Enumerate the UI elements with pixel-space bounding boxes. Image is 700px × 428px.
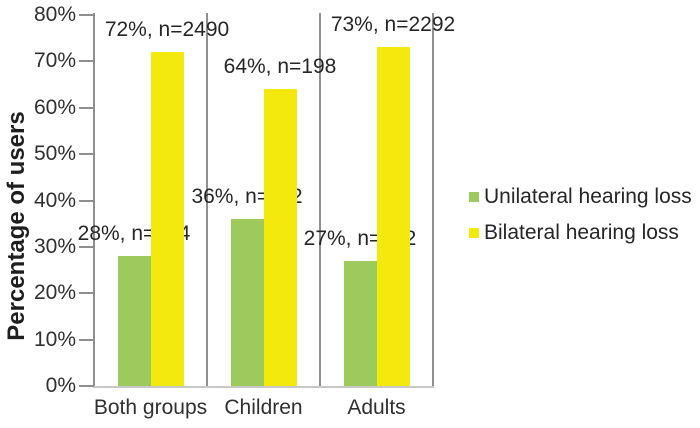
x-axis-category-label: Adults: [347, 396, 406, 419]
x-axis-line: [93, 386, 434, 388]
y-axis-tick-label: 20%: [33, 281, 76, 305]
bar-bilateral-adults: [376, 47, 410, 386]
plot-right-border: [432, 13, 434, 388]
y-axis-tick: [79, 106, 94, 109]
bar-data-label: 73%, n=2292: [330, 13, 456, 37]
x-axis-category-label: Children: [224, 396, 303, 419]
y-axis-tick: [79, 199, 94, 202]
y-axis-tick-label: 40%: [33, 188, 76, 212]
y-axis-tick-label: 30%: [33, 234, 76, 258]
y-axis-tick-label: 50%: [33, 142, 76, 166]
bar-bilateral-both-groups: [150, 52, 184, 386]
bar-data-label: 64%, n=198: [223, 55, 337, 79]
y-axis-tick: [79, 153, 94, 156]
category-separator-line: [319, 13, 321, 388]
bar-unilateral-adults: [343, 260, 377, 386]
y-axis-tick: [79, 60, 94, 63]
y-axis-tick-label: 70%: [33, 49, 76, 73]
y-axis-tick: [79, 385, 94, 387]
y-axis-tick: [79, 245, 94, 248]
category-separator-line: [206, 13, 208, 388]
legend-item: Bilateral hearing loss: [469, 221, 679, 245]
legend-item: Unilateral hearing loss: [469, 185, 692, 209]
y-axis-tick-label: 60%: [33, 95, 76, 119]
bar-unilateral-children: [230, 219, 264, 386]
legend-label: Bilateral hearing loss: [484, 221, 679, 244]
y-axis-tick: [79, 338, 94, 341]
bar-unilateral-both-groups: [117, 256, 151, 386]
bar-bilateral-children: [263, 89, 297, 386]
legend-marker-icon: [469, 192, 479, 202]
y-axis-tick-label: 0%: [45, 374, 76, 397]
legend-label: Unilateral hearing loss: [484, 185, 692, 208]
y-axis-line: [93, 13, 95, 388]
bar-data-label: 72%, n=2490: [104, 18, 230, 42]
x-axis-category-label: Both groups: [93, 396, 208, 419]
legend-marker-icon: [469, 228, 479, 238]
y-axis-tick-label: 10%: [33, 327, 76, 351]
y-axis-tick-label: 80%: [33, 3, 76, 26]
y-axis-tick: [79, 14, 94, 16]
y-axis-tick: [79, 292, 94, 295]
